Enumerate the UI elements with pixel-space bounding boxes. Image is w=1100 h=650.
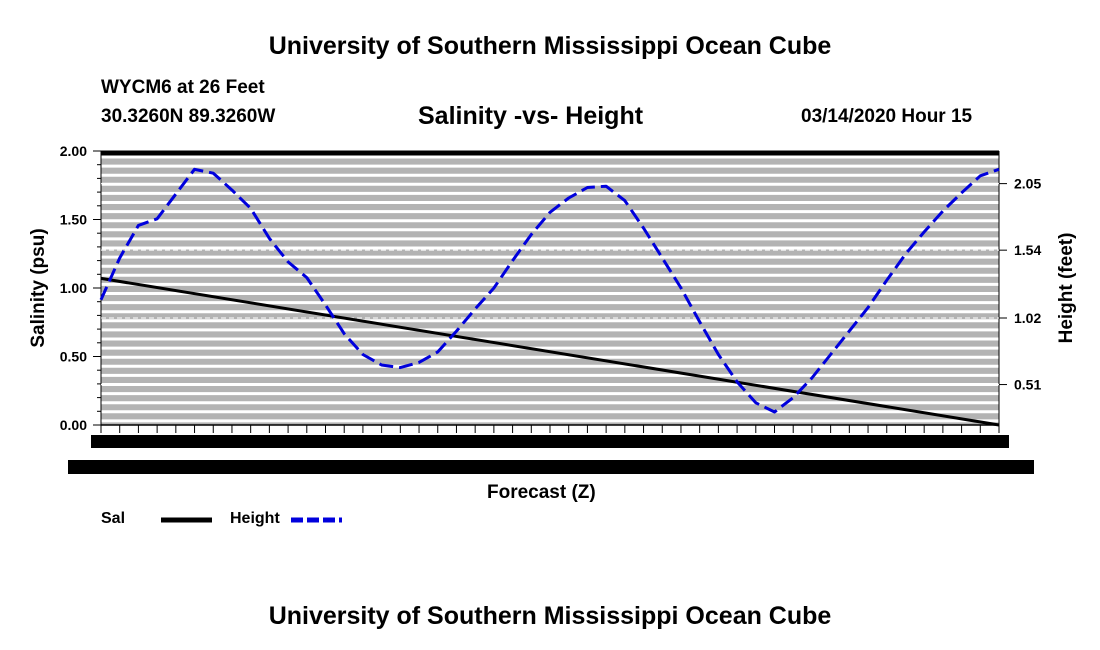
salinity-series-line <box>100 276 1000 427</box>
y2-tick-label: 1.02 <box>1014 310 1041 326</box>
y-tick-label: 0.50 <box>60 349 87 365</box>
y2-tick-label: 1.54 <box>1014 242 1041 258</box>
y-tick-label: 0.00 <box>60 417 87 433</box>
y-tick-label: 2.00 <box>60 143 87 159</box>
station-coordinates: 30.3260N 89.3260W <box>101 106 276 127</box>
chart-title: Salinity -vs- Height <box>418 102 644 130</box>
series-layer <box>99 167 1000 427</box>
right-axis-ticks: 2.05 1.54 1.02 0.51 <box>101 176 1041 393</box>
x-axis-label: Forecast (Z) <box>487 482 596 503</box>
plot-area <box>101 151 999 425</box>
station-label: WYCM6 at 26 Feet <box>101 77 265 98</box>
x-axis-ticks <box>100 425 1000 433</box>
y-tick-label: 1.00 <box>60 280 87 296</box>
x-tick-label-band-1 <box>91 435 1009 448</box>
y-tick-label: 1.50 <box>60 212 87 228</box>
chart-top-title: University of Southern Mississippi Ocean… <box>268 32 832 60</box>
chart-bottom-title: University of Southern Mississippi Ocean… <box>268 602 832 630</box>
y-axis-label: Salinity (psu) <box>28 228 49 347</box>
height-series-line <box>99 167 1000 414</box>
left-axis-ticks: 2.00 1.50 1.00 0.50 0.00 <box>60 143 101 433</box>
x-tick-label-band-2 <box>68 460 1034 474</box>
legend-height-label: Height <box>230 510 280 527</box>
forecast-datetime: 03/14/2020 Hour 15 <box>801 106 973 127</box>
gridlines <box>101 155 999 423</box>
y2-tick-label: 2.05 <box>1014 176 1041 192</box>
y2-tick-label: 0.51 <box>1014 377 1041 393</box>
legend-sal-label: Sal <box>101 510 126 527</box>
y2-axis-label: Height (feet) <box>1056 233 1077 344</box>
